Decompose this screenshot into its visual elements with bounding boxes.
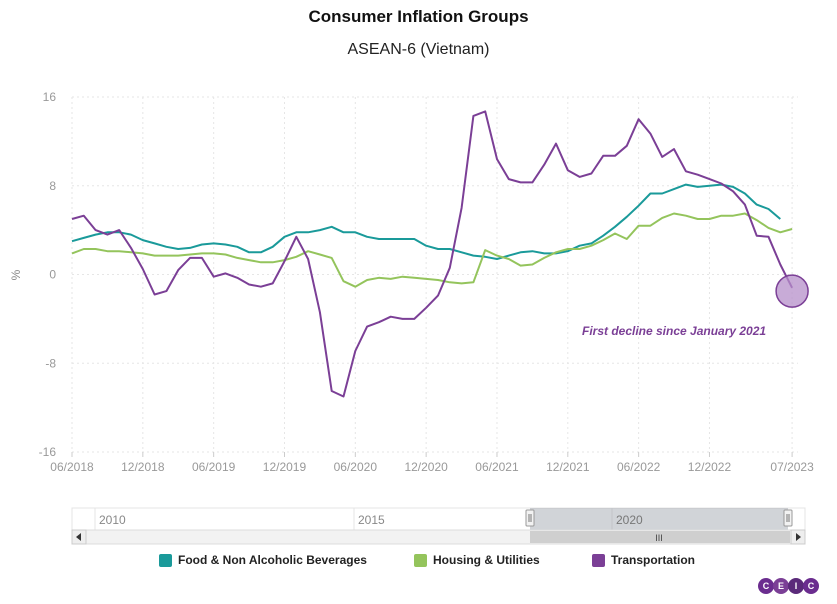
series-line-0[interactable] — [71, 183, 781, 260]
annotation-text: First decline since January 2021 — [582, 324, 766, 338]
logo-letter-e: E — [773, 578, 789, 594]
y-tick-label: -16 — [39, 445, 57, 459]
series-line-2[interactable] — [71, 110, 793, 398]
x-tick-label: 06/2018 — [50, 460, 94, 474]
logo-letter-c2: C — [803, 578, 819, 594]
chart-subtitle: ASEAN-6 (Vietnam) — [347, 41, 490, 58]
y-tick-label: -8 — [45, 356, 56, 370]
x-tick-label: 06/2021 — [475, 460, 519, 474]
legend-item-food[interactable]: Food & Non Alcoholic Beverages — [159, 553, 367, 567]
gridlines — [71, 96, 798, 453]
chart-title: Consumer Inflation Groups — [308, 7, 529, 26]
navigator[interactable]: 2010 2015 2020 — [71, 507, 806, 531]
legend-swatch-housing — [414, 553, 427, 567]
annotation-marker — [775, 274, 809, 308]
scroll-right-button[interactable] — [790, 529, 806, 545]
y-tick-label: 0 — [49, 268, 56, 282]
navigator-left-handle[interactable] — [525, 509, 535, 527]
y-axis-ticks: 16 8 0 -8 -16 — [39, 90, 57, 459]
x-tick-label: 12/2018 — [121, 460, 165, 474]
navigator-selection[interactable] — [530, 508, 788, 530]
x-tick-label: 06/2020 — [334, 460, 378, 474]
legend-item-transportation[interactable]: Transportation — [592, 553, 695, 567]
y-tick-label: 8 — [49, 179, 56, 193]
navigator-year-2010: 2010 — [99, 513, 126, 527]
series-line-1[interactable] — [71, 212, 793, 288]
ceic-logo: C E I C — [758, 578, 819, 594]
scrollbar-thumb[interactable] — [530, 531, 790, 543]
series-lines — [71, 110, 793, 398]
scroll-left-button[interactable] — [71, 529, 87, 545]
logo-letter-i: I — [788, 578, 804, 594]
x-tick-label: 06/2019 — [192, 460, 236, 474]
scrollbar-grip: III — [655, 533, 663, 543]
legend-label-housing: Housing & Utilities — [433, 553, 540, 567]
y-tick-label: 16 — [43, 90, 57, 104]
scrollbar[interactable]: III — [71, 529, 806, 545]
x-axis-ticks: 06/2018 12/2018 06/2019 12/2019 06/2020 12/20… — [50, 452, 814, 474]
navigator-year-2020: 2020 — [616, 513, 643, 527]
logo-letter-c1: C — [758, 578, 774, 594]
legend-swatch-food — [159, 553, 172, 567]
x-tick-label: 12/2021 — [546, 460, 590, 474]
x-tick-label: 06/2022 — [617, 460, 661, 474]
legend-label-transportation: Transportation — [611, 553, 696, 567]
legend-label-food: Food & Non Alcoholic Beverages — [178, 553, 367, 567]
x-tick-label: 12/2020 — [404, 460, 448, 474]
navigator-right-handle[interactable] — [783, 509, 793, 527]
x-tick-label: 12/2022 — [688, 460, 732, 474]
legend-item-housing[interactable]: Housing & Utilities — [414, 553, 540, 567]
x-tick-label: 07/2023 — [770, 460, 814, 474]
navigator-year-2015: 2015 — [358, 513, 385, 527]
x-tick-label: 12/2019 — [263, 460, 307, 474]
y-axis-label: % — [9, 269, 23, 280]
legend: Food & Non Alcoholic Beverages Housing &… — [0, 553, 837, 571]
legend-swatch-transportation — [592, 553, 605, 567]
